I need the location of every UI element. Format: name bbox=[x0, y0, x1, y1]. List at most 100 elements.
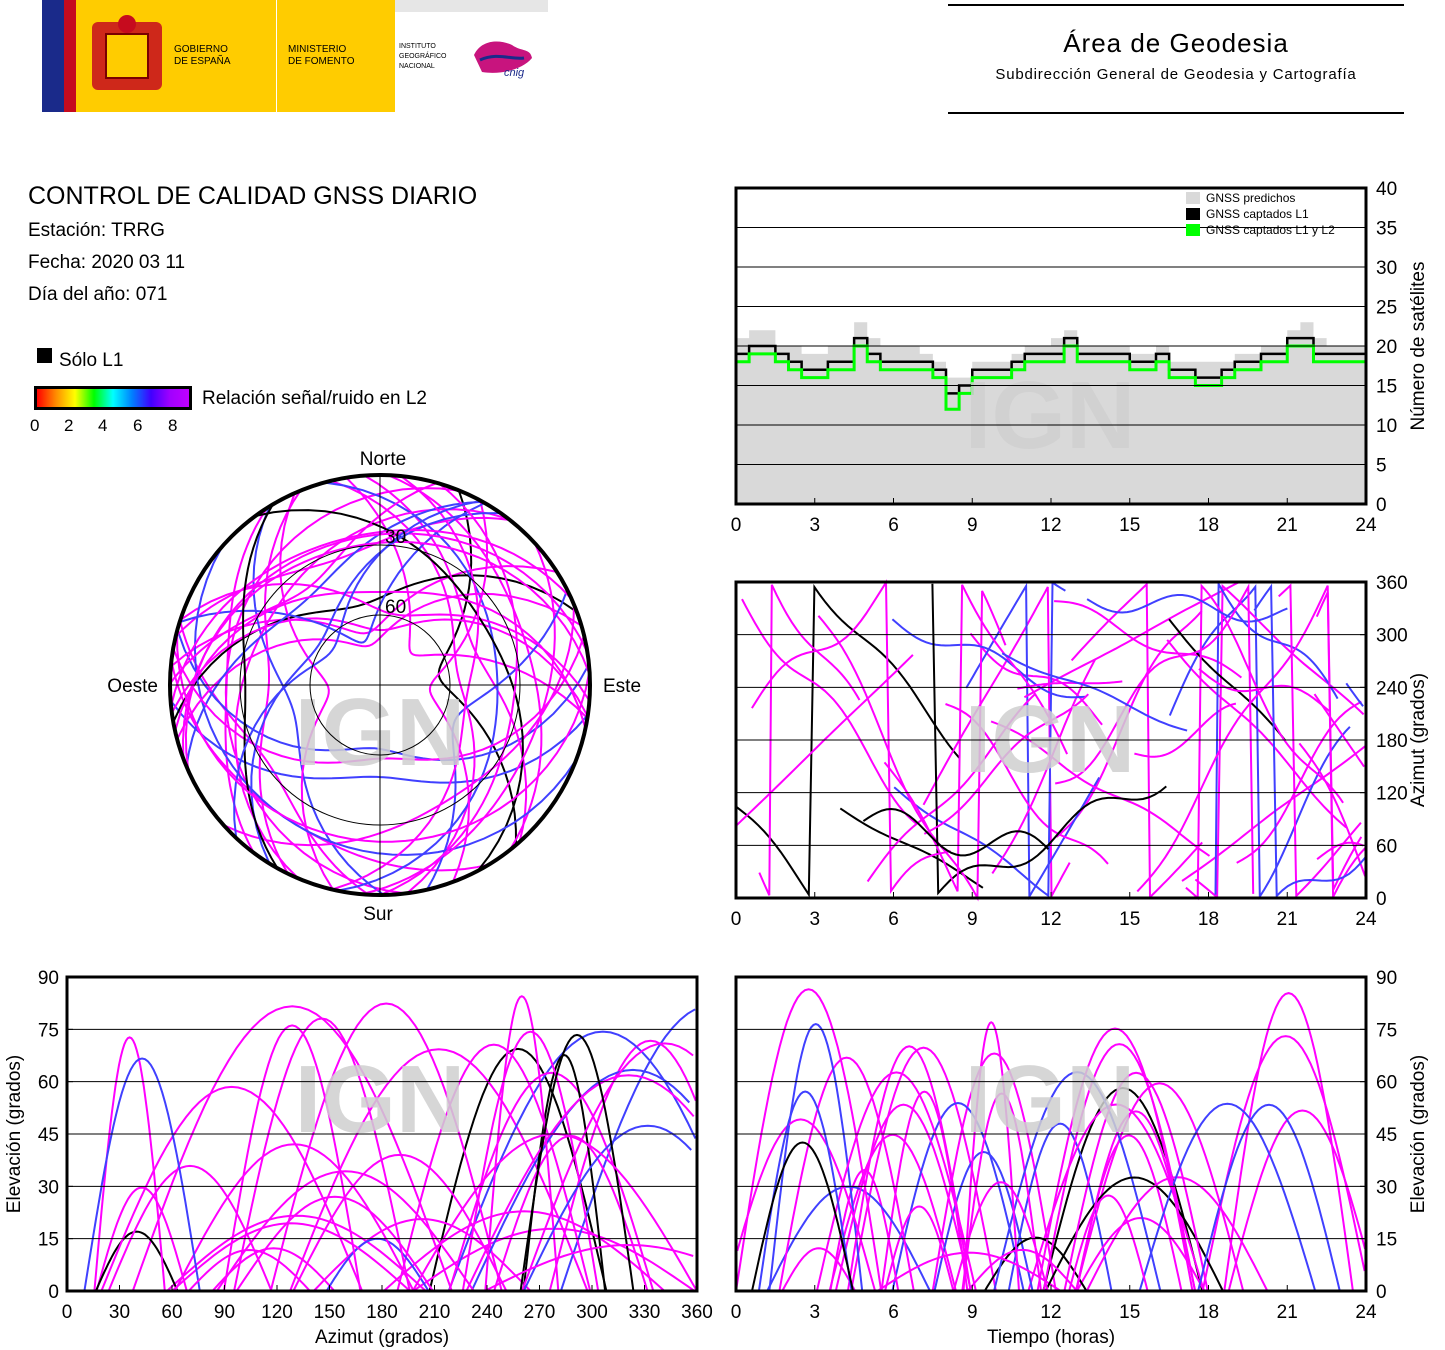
azimut-track bbox=[1168, 618, 1287, 742]
sky-track bbox=[176, 629, 590, 762]
sky-track bbox=[379, 482, 519, 896]
y-tick-label: 75 bbox=[38, 1020, 59, 1041]
elevation-azimut-track bbox=[100, 1085, 364, 1292]
min-line2: DE FOMENTO bbox=[288, 56, 355, 67]
sky-track bbox=[170, 528, 573, 707]
elevation-time-track bbox=[751, 1141, 854, 1292]
sky-track bbox=[426, 589, 569, 891]
sky-track bbox=[169, 481, 438, 685]
elevation-time-track bbox=[834, 1103, 972, 1292]
ign-line3: NACIONAL bbox=[399, 63, 435, 70]
x-tick-label: 18 bbox=[1198, 1302, 1219, 1323]
x-tick-label: 21 bbox=[1277, 909, 1298, 930]
elevation-azimut-track bbox=[233, 1017, 411, 1292]
plot-frame bbox=[65, 975, 699, 1293]
ign-line2: GEOGRÁFICO bbox=[399, 51, 447, 60]
snr-tick: 6 bbox=[133, 416, 143, 435]
x-tick-label: 300 bbox=[576, 1302, 608, 1323]
date-label: Fecha: 2020 03 11 bbox=[28, 252, 186, 273]
x-tick-label: 12 bbox=[1040, 515, 1061, 536]
x-tick-label: 3 bbox=[809, 1302, 820, 1323]
x-tick-label: 0 bbox=[62, 1302, 73, 1323]
x-tick-label: 0 bbox=[731, 1302, 742, 1323]
elevation-azimut-track bbox=[215, 1170, 475, 1292]
l1-only-swatch bbox=[37, 348, 52, 363]
elevation-time-track bbox=[966, 1248, 1078, 1292]
day-of-year-label: Día del año: 071 bbox=[28, 284, 168, 305]
azimut-track bbox=[1054, 600, 1243, 679]
predicted-area bbox=[736, 322, 1366, 504]
area-subtitle: Subdirección General de Geodesia y Carto… bbox=[995, 66, 1357, 83]
azimut-track bbox=[891, 618, 1086, 699]
azimut-track bbox=[990, 720, 1211, 857]
x-axis-label: Tiempo (horas) bbox=[987, 1327, 1115, 1348]
x-tick-label: 24 bbox=[1355, 1302, 1377, 1323]
x-tick-label: 90 bbox=[214, 1302, 235, 1323]
elevation-azimut-track bbox=[383, 1210, 666, 1292]
x-tick-label: 6 bbox=[888, 909, 899, 930]
azimut-track bbox=[862, 807, 1050, 857]
snr-tick: 2 bbox=[64, 416, 74, 435]
y-tick-label: 360 bbox=[1376, 573, 1408, 594]
west-label: Oeste bbox=[107, 676, 158, 697]
elevation-time-track bbox=[735, 988, 883, 1292]
watermark-text: IGN bbox=[295, 1046, 466, 1153]
sky-tracks bbox=[169, 474, 591, 896]
elevation-azimut-track bbox=[448, 1071, 655, 1292]
azimut-track bbox=[1278, 583, 1362, 899]
elevation-azimut-track bbox=[461, 1030, 600, 1292]
x-tick-label: 360 bbox=[681, 1302, 713, 1323]
x-tick-label: 240 bbox=[471, 1302, 503, 1323]
x-tick-label: 6 bbox=[888, 515, 899, 536]
elevation-azimut-track bbox=[292, 1153, 508, 1292]
y-tick-label: 300 bbox=[1376, 626, 1408, 647]
azimut-track bbox=[758, 584, 861, 896]
y-axis-label: Elevación (grados) bbox=[1408, 1055, 1429, 1213]
elevation-azimut-track bbox=[519, 1033, 635, 1292]
elevation-azimut-track bbox=[559, 1008, 696, 1292]
elevation-azimut-track bbox=[174, 1143, 415, 1292]
azimut-track bbox=[991, 658, 1097, 874]
report-title: CONTROL DE CALIDAD GNSS DIARIO bbox=[28, 182, 478, 210]
legend-swatch bbox=[1186, 192, 1200, 204]
sky-track bbox=[172, 574, 578, 723]
azimut-track bbox=[893, 580, 1066, 898]
plot-frame bbox=[734, 186, 1368, 506]
x-tick-label: 0 bbox=[731, 909, 742, 930]
sky-track bbox=[331, 475, 480, 891]
legend-swatch bbox=[1186, 224, 1200, 236]
sky-track bbox=[185, 500, 483, 767]
elevation-time-tracks bbox=[735, 988, 1366, 1292]
y-tick-label: 0 bbox=[1376, 495, 1387, 516]
elevation-azimut-track bbox=[187, 1248, 311, 1292]
y-tick-label: 180 bbox=[1376, 731, 1408, 752]
azimut-track bbox=[931, 583, 1167, 896]
sky-track bbox=[179, 620, 370, 896]
sky-track bbox=[428, 500, 489, 883]
y-tick-label: 0 bbox=[48, 1282, 59, 1303]
sky-track bbox=[252, 506, 385, 896]
y-tick-label: 40 bbox=[1376, 179, 1397, 200]
plot-frame bbox=[734, 580, 1368, 900]
plot-frame bbox=[734, 975, 1368, 1293]
logos-graphic: GOBIERNO DE ESPAÑA MINISTERIO DE FOMENTO… bbox=[42, 0, 548, 112]
station-label: Estación: TRRG bbox=[28, 220, 165, 241]
azimut-track bbox=[1086, 594, 1288, 623]
snr-colorbar bbox=[34, 386, 192, 410]
elevation-time-track bbox=[1042, 1086, 1204, 1292]
sky-track bbox=[437, 489, 517, 846]
x-tick-label: 24 bbox=[1355, 515, 1377, 536]
l1-only-label: Sólo L1 bbox=[59, 350, 124, 371]
azimut-track bbox=[1214, 580, 1339, 895]
y-axis-label: Número de satélites bbox=[1408, 262, 1429, 431]
x-tick-label: 6 bbox=[888, 1302, 899, 1323]
elevation-time-track bbox=[828, 1133, 957, 1292]
sky-track bbox=[387, 474, 543, 851]
azimut-track bbox=[817, 590, 1007, 902]
y-tick-label: 15 bbox=[1376, 377, 1397, 398]
elevation-time-track bbox=[1227, 1109, 1366, 1292]
y-tick-label: 240 bbox=[1376, 678, 1408, 699]
azimut-track bbox=[1017, 680, 1123, 690]
